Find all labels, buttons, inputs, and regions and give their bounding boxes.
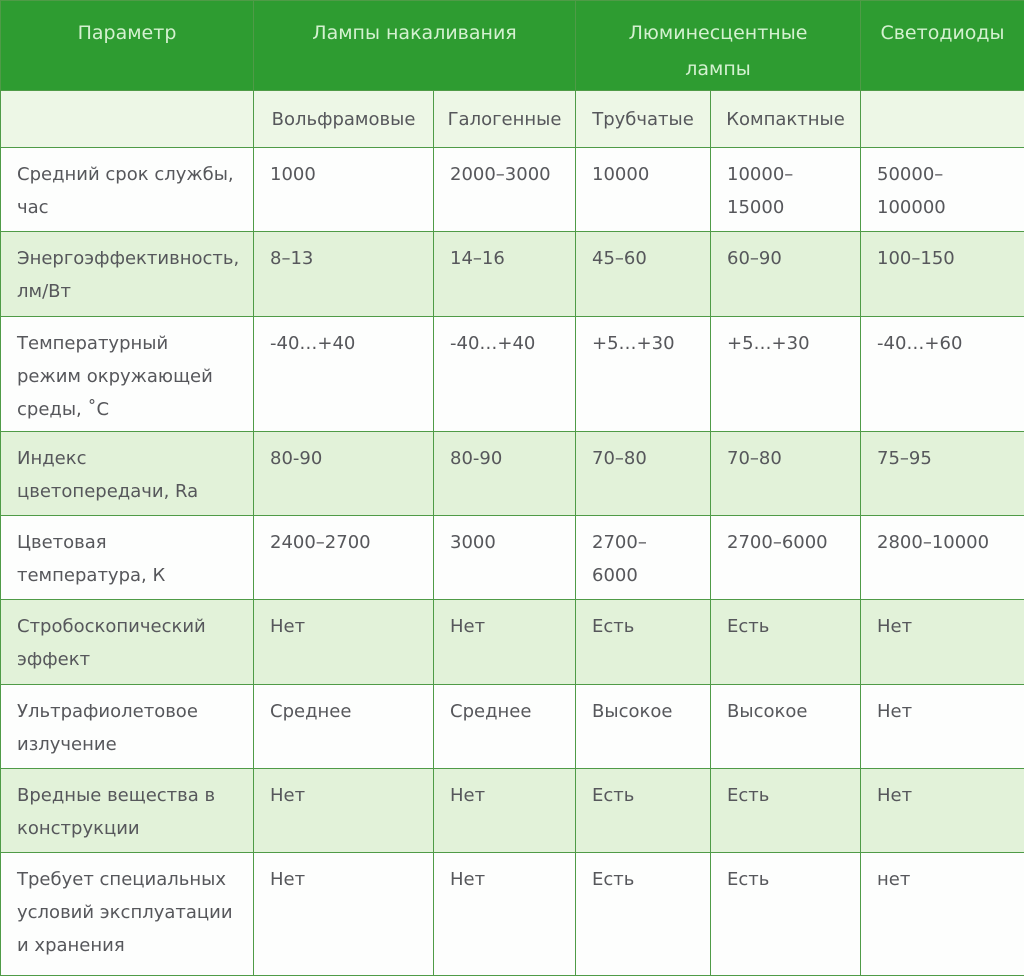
value-cell: 70–80 xyxy=(710,431,862,516)
value-cell: 1000 xyxy=(253,147,434,232)
param-cell: Требует специальных условий эксплуатации… xyxy=(0,852,254,976)
table-row-special-conditions: Требует специальных условий эксплуатации… xyxy=(0,852,1024,976)
value-cell: 80-90 xyxy=(253,431,434,516)
table-row-color-temperature: Цветовая температура, К 2400–2700 3000 2… xyxy=(0,515,1024,600)
value-cell: 2700– 6000 xyxy=(575,515,712,600)
value-cell: Высокое xyxy=(575,684,712,769)
value-cell: 50000– 100000 xyxy=(860,147,1024,232)
value-cell: Нет xyxy=(253,599,434,685)
value-cell: 2400–2700 xyxy=(253,515,434,600)
value-cell: 100–150 xyxy=(860,231,1024,317)
subheader-cell-tubular: Трубчатые xyxy=(575,90,712,148)
value-cell: 80-90 xyxy=(432,431,577,516)
param-cell: Цветовая температура, К xyxy=(0,515,254,600)
subheader-cell-empty-led xyxy=(860,90,1024,148)
value-cell: +5…+30 xyxy=(710,316,862,432)
value-cell: Среднее xyxy=(432,684,577,769)
value-cell: Есть xyxy=(575,768,712,853)
value-cell: 10000 xyxy=(575,147,712,232)
value-cell: Есть xyxy=(710,768,862,853)
value-cell: Нет xyxy=(860,684,1024,769)
param-cell: Индекс цветопередачи, Ra xyxy=(0,431,254,516)
value-cell: Есть xyxy=(575,852,712,976)
param-cell: Ультрафиолетовое излучение xyxy=(0,684,254,769)
value-cell: нет xyxy=(860,852,1024,976)
value-cell: Среднее xyxy=(253,684,434,769)
param-cell: Стробоскопический эффект xyxy=(0,599,254,685)
value-cell: -40…+40 xyxy=(432,316,577,432)
table-row-strobe-effect: Стробоскопический эффект Нет Нет Есть Ес… xyxy=(0,599,1024,685)
value-cell: 2000–3000 xyxy=(432,147,577,232)
param-cell: Температурный режим окружающей среды, ˚С xyxy=(0,316,254,432)
value-cell: +5…+30 xyxy=(575,316,712,432)
value-cell: Нет xyxy=(432,852,577,976)
table-row-cri: Индекс цветопередачи, Ra 80-90 80-90 70–… xyxy=(0,431,1024,516)
table-row-efficiency: Энергоэффективность, лм/Вт 8–13 14–16 45… xyxy=(0,231,1024,317)
value-cell: 45–60 xyxy=(575,231,712,317)
value-cell: Нет xyxy=(432,599,577,685)
value-cell: Высокое xyxy=(710,684,862,769)
value-cell: 14–16 xyxy=(432,231,577,317)
value-cell: Есть xyxy=(710,599,862,685)
value-cell: Нет xyxy=(253,768,434,853)
param-cell: Вредные вещества в конструкции xyxy=(0,768,254,853)
header-group-fluorescent: Люминесцентные лампы xyxy=(575,0,862,91)
header-group-incandescent: Лампы накаливания xyxy=(252,0,577,91)
value-cell: Нет xyxy=(432,768,577,853)
header-group-led: Светодиоды xyxy=(860,0,1024,91)
value-cell: 60–90 xyxy=(710,231,862,317)
value-cell: 75–95 xyxy=(860,431,1024,516)
subheader-cell-tungsten: Вольфрамовые xyxy=(253,90,434,148)
subheader-cell-empty xyxy=(0,90,254,148)
table-row-lifespan: Средний срок службы, час 1000 2000–3000 … xyxy=(0,147,1024,232)
value-cell: Есть xyxy=(710,852,862,976)
param-cell: Средний срок службы, час xyxy=(0,147,254,232)
value-cell: Нет xyxy=(860,599,1024,685)
param-cell: Энергоэффективность, лм/Вт xyxy=(0,231,254,317)
table-row-uv-radiation: Ультрафиолетовое излучение Среднее Средн… xyxy=(0,684,1024,769)
table-row-hazardous-materials: Вредные вещества в конструкции Нет Нет Е… xyxy=(0,768,1024,853)
subheader-cell-compact: Компактные xyxy=(710,90,862,148)
value-cell: 3000 xyxy=(432,515,577,600)
value-cell: Есть xyxy=(575,599,712,685)
subheader-row: Вольфрамовые Галогенные Трубчатые Компак… xyxy=(0,90,1024,148)
value-cell: -40…+60 xyxy=(860,316,1024,432)
value-cell: 70–80 xyxy=(575,431,712,516)
table-row-temperature-range: Температурный режим окружающей среды, ˚С… xyxy=(0,316,1024,432)
value-cell: Нет xyxy=(253,852,434,976)
value-cell: 8–13 xyxy=(253,231,434,317)
value-cell: 10000– 15000 xyxy=(710,147,862,232)
value-cell: -40…+40 xyxy=(253,316,434,432)
header-row: Параметр Лампы накаливания Люминесцентны… xyxy=(0,0,1024,91)
header-cell-parameter: Параметр xyxy=(0,0,254,91)
value-cell: Нет xyxy=(860,768,1024,853)
subheader-cell-halogen: Галогенные xyxy=(432,90,577,148)
value-cell: 2800–10000 xyxy=(860,515,1024,600)
value-cell: 2700–6000 xyxy=(710,515,862,600)
